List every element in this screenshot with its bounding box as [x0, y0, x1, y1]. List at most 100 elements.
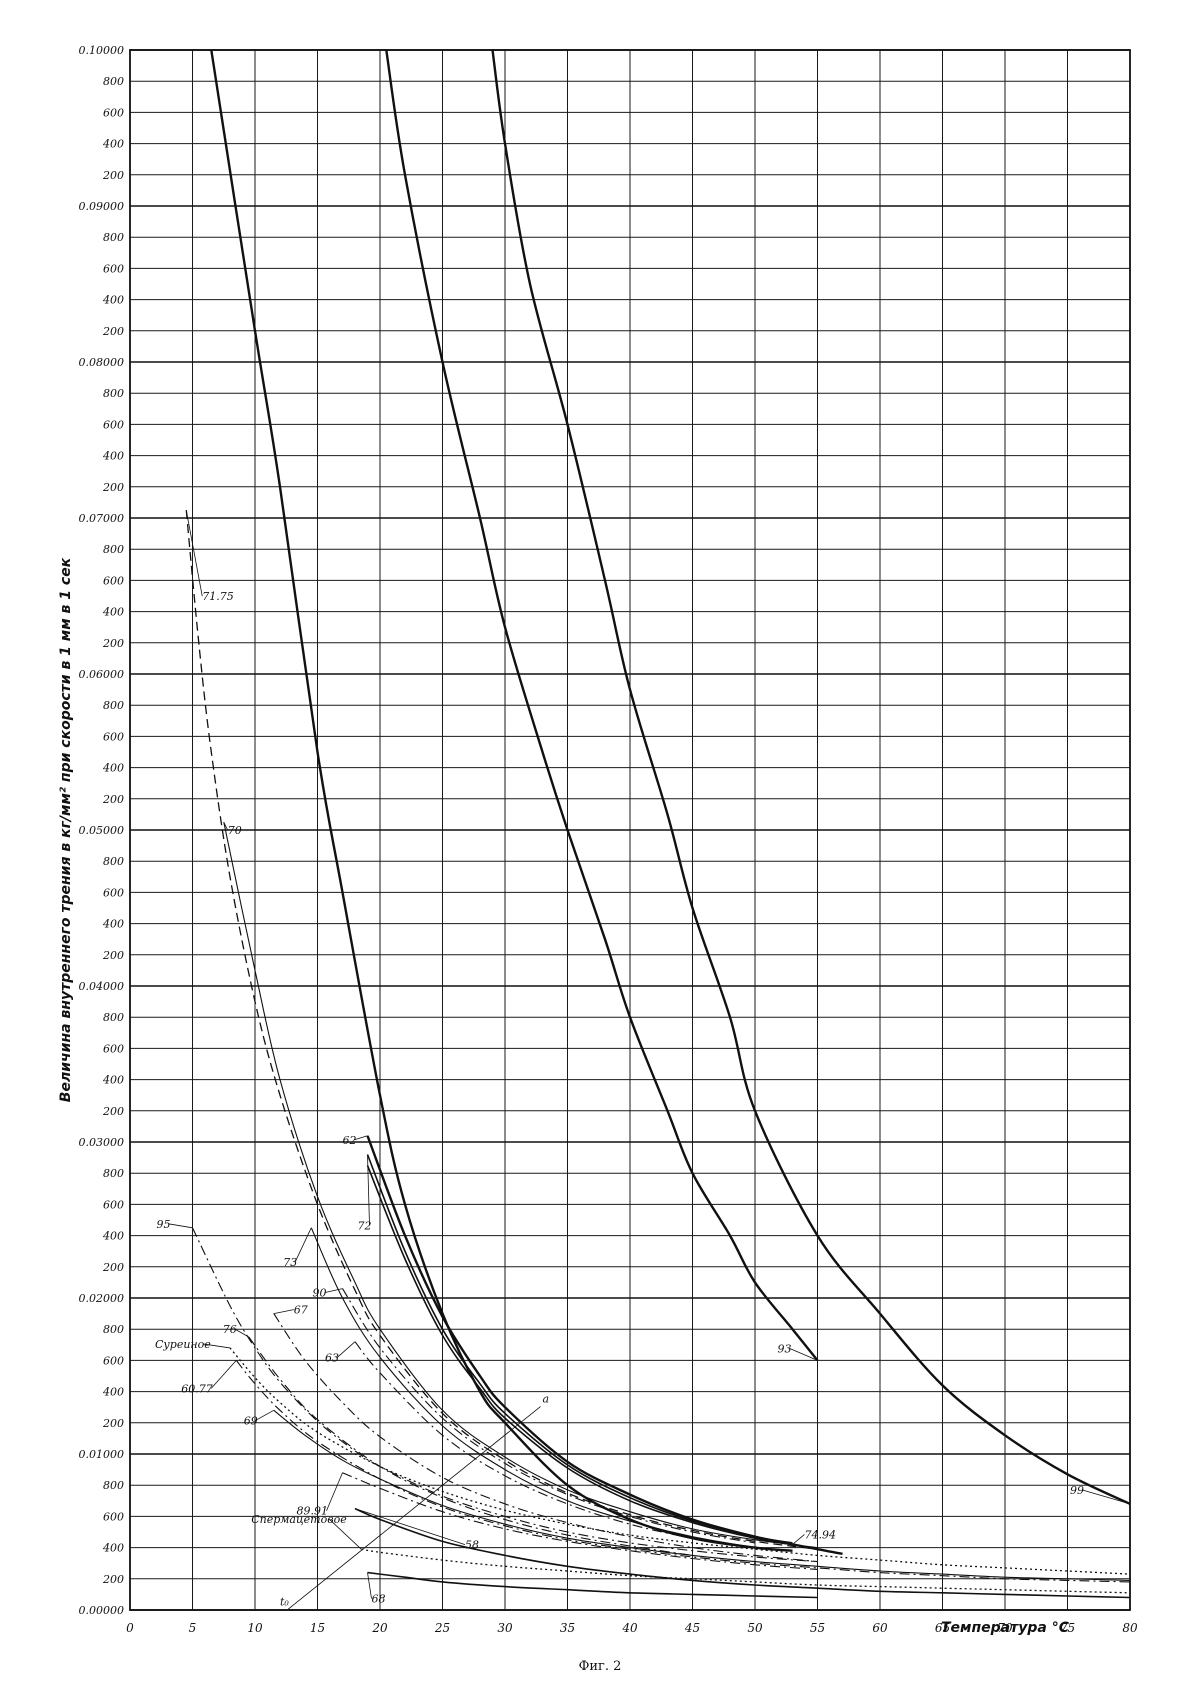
label-leader	[273, 1309, 294, 1314]
y-tick-label: 600	[103, 574, 124, 587]
y-tick-label: 800	[103, 1323, 124, 1336]
series-line	[223, 822, 818, 1549]
series-label: Спермацетовое	[251, 1513, 347, 1526]
series-label: 60.77	[181, 1382, 213, 1395]
y-tick-label: 800	[103, 387, 124, 400]
label-leader	[354, 1135, 368, 1141]
y-tick-label: 200	[102, 481, 124, 494]
series-line	[235, 1360, 1131, 1583]
series-line	[354, 1507, 1131, 1599]
series-line	[366, 1165, 793, 1546]
tick-labels: 0 5 10 15 20 25 30 35 40 45 50 55 60 65 70 75 80 0.00000 2…	[79, 44, 1138, 1635]
x-tick-label: 65	[935, 1621, 950, 1635]
y-tick-label: 200	[102, 1261, 124, 1274]
label-leader	[185, 510, 203, 597]
x-tick-label: 60	[872, 1621, 888, 1635]
grid	[129, 49, 1131, 1611]
series-label: 68	[372, 1593, 386, 1606]
series-line	[361, 1548, 1131, 1594]
label-leader	[202, 1343, 231, 1349]
series-line	[491, 49, 1131, 1505]
series-label: 70	[228, 824, 242, 837]
series-line	[210, 49, 793, 1552]
curve-labels: 93 99 62 72 74.94 70 71.75 73 90 63 95 67 76 Суреиное…	[155, 510, 1131, 1610]
y-tick-label: 200	[102, 169, 124, 182]
y-axis-label: Величина внутреннего трения в кг/мм² при…	[58, 557, 74, 1102]
y-tick-label: 400	[102, 606, 124, 619]
x-tick-label: 25	[434, 1621, 450, 1635]
series-line	[310, 1227, 756, 1549]
series-line	[229, 1347, 1131, 1575]
x-tick-label: 35	[560, 1621, 575, 1635]
series-label: 73	[283, 1256, 297, 1269]
x-tick-label: 10	[247, 1621, 263, 1635]
series-label: Суреиное	[155, 1338, 211, 1351]
y-tick-label: 400	[102, 138, 124, 151]
x-tick-label: 40	[621, 1621, 638, 1635]
series-line	[366, 1135, 843, 1555]
label-leader	[354, 1508, 466, 1545]
series-line	[273, 1313, 818, 1563]
y-tick-label: 400	[102, 1074, 124, 1087]
y-tick-label: 800	[103, 231, 124, 244]
y-tick-label: 200	[102, 325, 124, 338]
series-line	[342, 1472, 818, 1570]
y-tick-label: 600	[103, 1198, 124, 1211]
annotation: a	[543, 1393, 550, 1406]
series-label: 76	[223, 1323, 237, 1336]
series-line	[248, 1336, 693, 1556]
x-tick-label: 5	[189, 1621, 197, 1635]
series-line	[385, 49, 819, 1361]
series-label: 74.94	[805, 1528, 837, 1541]
y-tick-label: 600	[103, 1354, 124, 1367]
label-leader	[328, 1518, 362, 1550]
series-label: 63	[325, 1352, 339, 1365]
y-tick-label: 800	[103, 699, 124, 712]
y-tick-label: 0.04000	[79, 980, 125, 993]
x-tick-label: 80	[1122, 1621, 1138, 1635]
label-leader	[210, 1360, 237, 1389]
x-tick-label: 20	[371, 1621, 388, 1635]
series-line	[273, 1409, 1131, 1581]
y-tick-label: 200	[102, 1105, 124, 1118]
y-tick-label: 400	[102, 762, 124, 775]
x-tick-label: 15	[310, 1621, 325, 1635]
y-tick-label: 400	[102, 294, 124, 307]
curves	[185, 49, 1131, 1599]
series-line	[354, 1341, 756, 1549]
x-tick-label: 30	[497, 1621, 513, 1635]
series-label: 90	[313, 1287, 327, 1300]
y-tick-label: 0.08000	[79, 356, 125, 369]
x-tick-label: 55	[810, 1621, 825, 1635]
series-label: 95	[157, 1218, 171, 1231]
y-tick-label: 0.02000	[79, 1292, 125, 1305]
y-tick-label: 0.10000	[79, 44, 125, 57]
y-tick-label: 400	[102, 918, 124, 931]
series-line	[185, 510, 818, 1550]
label-leader	[255, 1409, 274, 1421]
label-leader	[326, 1472, 343, 1511]
x-tick-label: 75	[1060, 1621, 1075, 1635]
series-line	[367, 1571, 818, 1599]
y-tick-label: 0.00000	[79, 1604, 125, 1617]
series-label: 89.91	[297, 1505, 329, 1518]
label-leader	[336, 1341, 356, 1358]
x-tick-label: 70	[997, 1621, 1013, 1635]
x-axis-label: Температура °С	[941, 1620, 1070, 1636]
series-label: 69	[244, 1414, 258, 1427]
plot-frame	[129, 49, 1131, 1611]
y-tick-label: 0.06000	[79, 668, 125, 681]
x-tick-label: 0	[126, 1621, 134, 1635]
y-tick-label: 600	[103, 1042, 124, 1055]
y-tick-label: 800	[103, 1479, 124, 1492]
annotation-line	[287, 1406, 541, 1610]
y-tick-label: 800	[103, 75, 124, 88]
y-tick-label: 800	[103, 855, 124, 868]
series-label: 93	[778, 1342, 792, 1355]
label-leader	[1081, 1489, 1131, 1505]
y-tick-label: 0.05000	[79, 824, 125, 837]
y-tick-label: 200	[102, 1573, 124, 1586]
y-tick-label: 400	[102, 1386, 124, 1399]
y-tick-label: 200	[102, 949, 124, 962]
